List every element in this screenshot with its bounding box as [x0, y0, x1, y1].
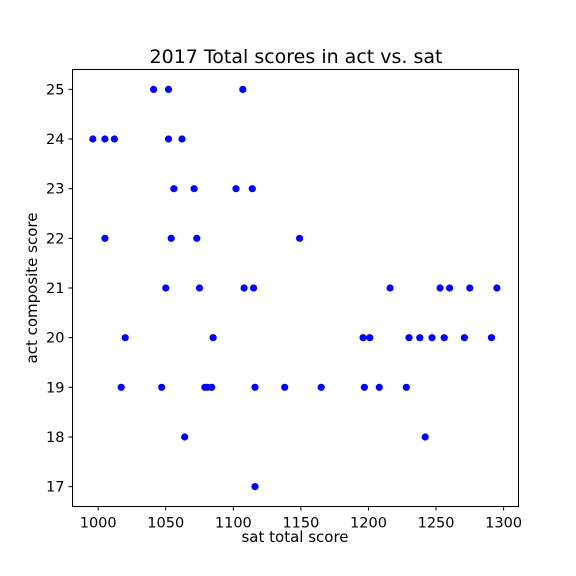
data-point: [251, 483, 259, 491]
data-point: [178, 135, 186, 143]
data-point: [466, 284, 474, 292]
y-axis-label: act composite score: [23, 213, 41, 364]
chart-title: 2017 Total scores in act vs. sat: [150, 46, 443, 68]
data-point: [110, 135, 118, 143]
data-point: [190, 185, 198, 193]
x-tick-label: 1300: [485, 516, 522, 532]
data-point: [248, 185, 256, 193]
data-point: [428, 334, 436, 342]
data-point: [250, 284, 258, 292]
data-point: [170, 185, 178, 193]
y-tick-label: 20: [46, 331, 64, 347]
data-point: [440, 334, 448, 342]
x-tick-label: 1150: [282, 516, 319, 532]
data-point: [158, 383, 166, 391]
data-point: [240, 284, 248, 292]
data-point: [164, 135, 173, 143]
y-tick-label: 24: [46, 132, 64, 148]
data-point: [195, 284, 204, 292]
data-point: [405, 334, 413, 342]
y-tick-label: 25: [46, 82, 64, 98]
data-point: [360, 383, 368, 391]
data-point: [359, 334, 367, 342]
y-tick-label: 19: [46, 380, 64, 396]
x-tick-label: 1100: [215, 516, 252, 532]
data-point: [239, 85, 247, 93]
data-point: [493, 284, 501, 292]
y-tick-label: 22: [46, 231, 64, 247]
data-point: [181, 433, 189, 441]
y-tick-label: 17: [46, 480, 64, 496]
x-tick-label: 1250: [418, 516, 455, 532]
y-tick-label: 23: [46, 182, 64, 198]
y-axis: 17 18 19 20 21 22 23 24 25: [46, 82, 73, 496]
data-point: [460, 334, 468, 342]
data-point: [117, 383, 125, 391]
data-point: [366, 334, 374, 342]
data-point: [281, 383, 289, 391]
data-point: [101, 234, 109, 242]
data-point: [421, 433, 429, 441]
data-point: [121, 334, 129, 342]
data-point: [487, 334, 496, 342]
data-point: [193, 234, 201, 242]
data-point: [232, 185, 240, 193]
data-point: [317, 383, 325, 391]
data-point: [208, 383, 216, 391]
data-point: [150, 85, 158, 93]
x-axis: 1000 1050 1100 1150 1200 1250 1300: [80, 506, 522, 532]
data-point: [296, 234, 304, 242]
y-tick-label: 18: [46, 430, 64, 446]
data-point: [162, 284, 170, 292]
x-axis-label: sat total score: [241, 528, 348, 546]
data-point: [164, 85, 173, 93]
points-layer: [89, 85, 501, 491]
x-tick-label: 1000: [80, 516, 117, 532]
data-point: [375, 383, 383, 391]
data-point: [402, 383, 410, 391]
data-point: [436, 284, 444, 292]
data-point: [89, 135, 97, 143]
data-point: [386, 284, 394, 292]
x-tick-label: 1050: [147, 516, 184, 532]
data-point: [101, 135, 109, 143]
data-point: [416, 334, 424, 342]
data-point: [167, 234, 175, 242]
x-tick-label: 1200: [350, 516, 387, 532]
y-tick-label: 21: [46, 281, 64, 297]
data-point: [251, 383, 259, 391]
data-point: [446, 284, 454, 292]
data-point: [209, 334, 217, 342]
